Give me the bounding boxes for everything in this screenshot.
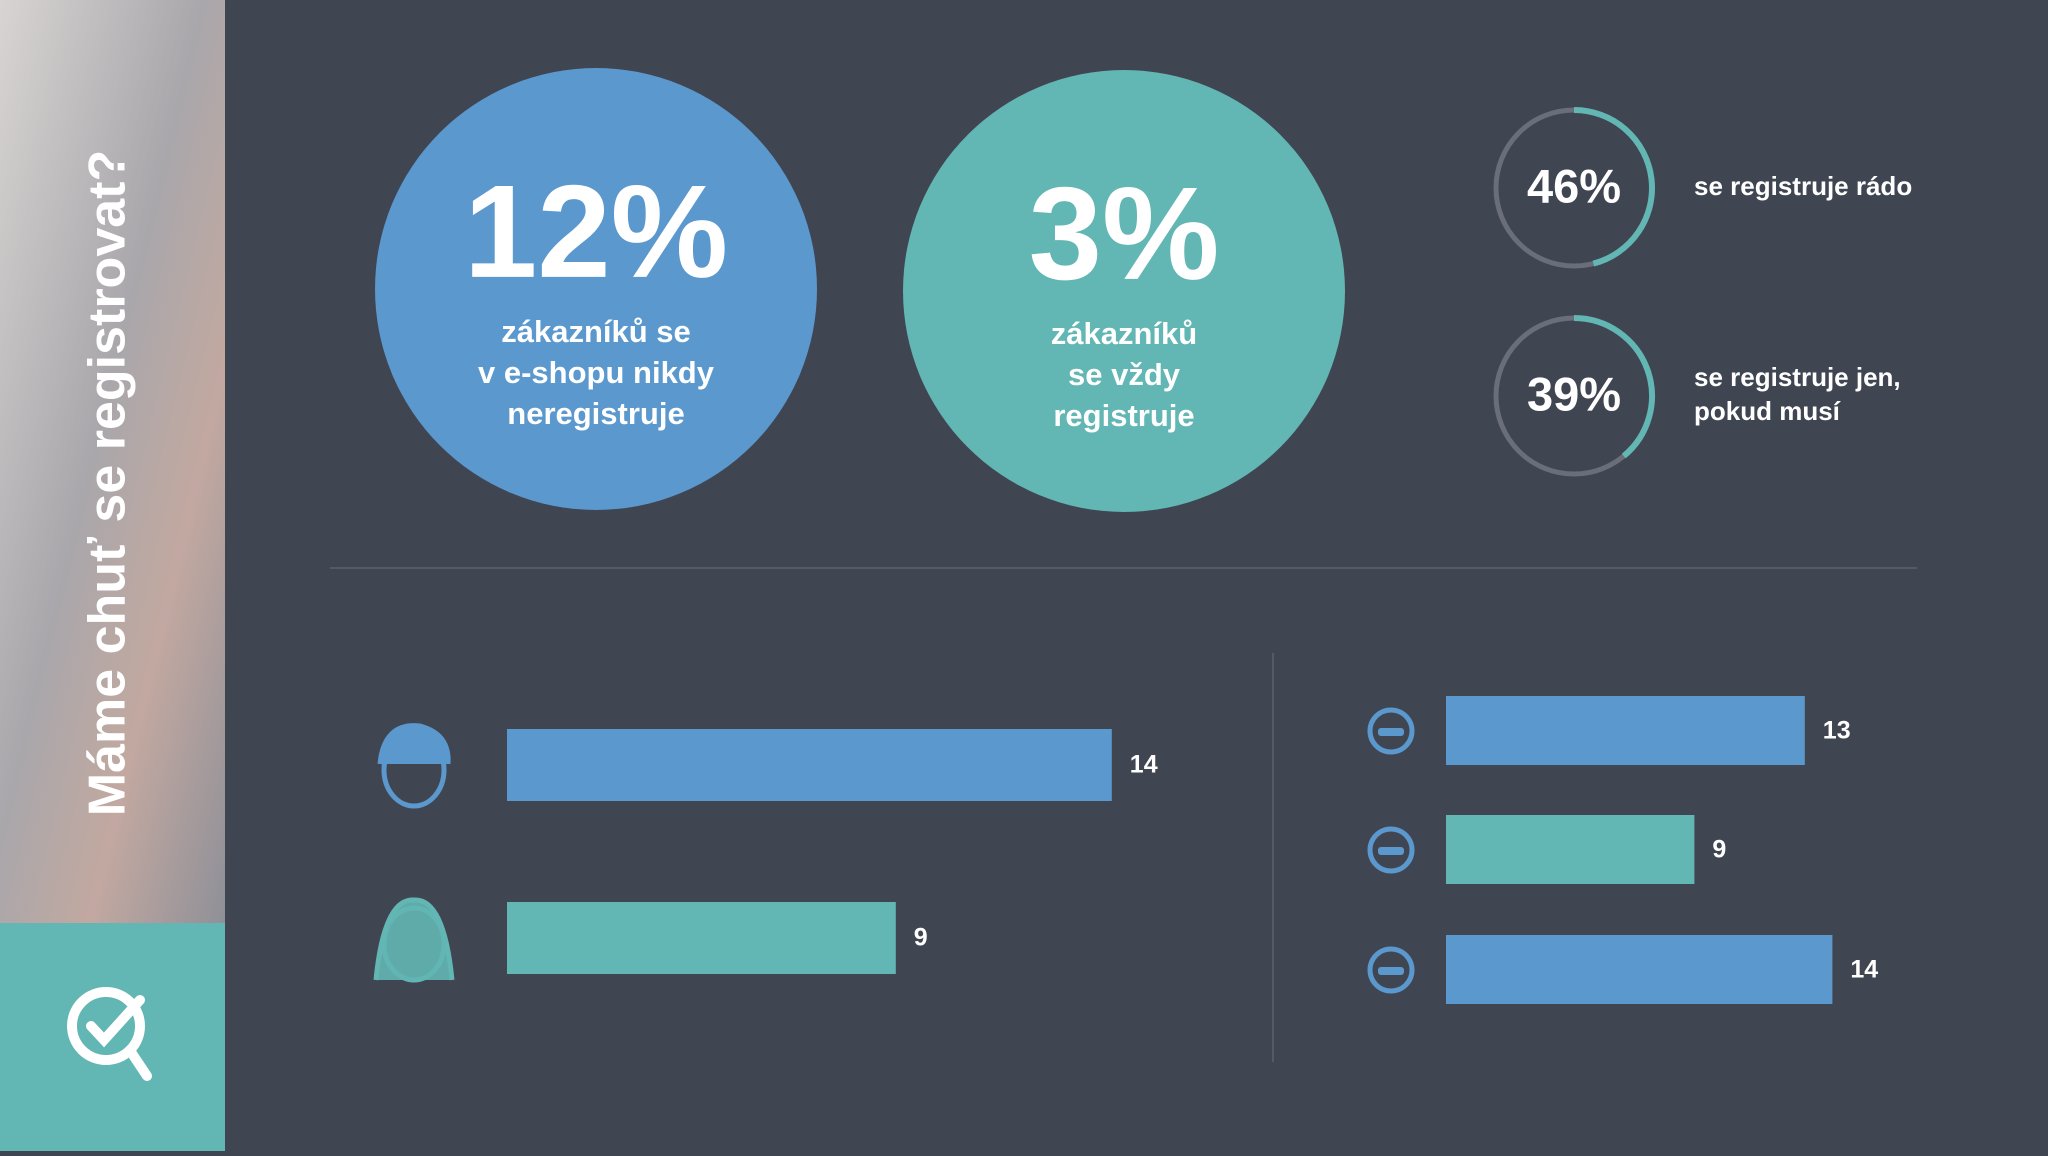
bar (1446, 696, 1805, 765)
ring-arc (1573, 315, 1655, 459)
stat-figure: 12% (464, 158, 728, 305)
ring-label: 46% (1527, 159, 1621, 212)
search-check-icon (67, 987, 152, 1081)
bar-value-label: 9 (914, 924, 928, 952)
stat-text: zákazníků se (501, 314, 691, 349)
bar-value-label: 14 (1850, 956, 1878, 984)
bar (1446, 935, 1833, 1004)
stat-text: se vždy (1068, 357, 1181, 392)
person-icon (377, 723, 451, 809)
icon-part (373, 897, 455, 981)
stat-text: neregistruje (507, 396, 684, 431)
age-icon (1367, 946, 1415, 994)
sidebar-photo (0, 0, 225, 923)
age-icon-glasses (1378, 847, 1404, 855)
age-icon-glasses (1378, 967, 1404, 975)
age-icon (1367, 707, 1415, 755)
bar-value-label: 14 (1130, 751, 1158, 779)
stat-circle (903, 70, 1345, 512)
stat-figure: 3% (1029, 160, 1220, 307)
age-icon (1367, 826, 1415, 874)
ring-label: 39% (1527, 367, 1621, 420)
stat-text: registruje (1053, 398, 1194, 433)
bar-value-label: 9 (1712, 836, 1726, 864)
ring-arc (1573, 107, 1655, 267)
bar-value-label: 13 (1823, 717, 1851, 745)
bar (1446, 815, 1695, 884)
icon-part (377, 723, 451, 765)
person-icon (373, 897, 455, 983)
age-icon-glasses (1378, 728, 1404, 736)
bar (507, 902, 896, 974)
bar (507, 729, 1112, 801)
stat-text: zákazníků (1051, 316, 1197, 351)
ring-text: se registruje jen, (1694, 362, 1901, 392)
stat-text: v e-shopu nikdy (478, 355, 715, 390)
ring-text: se registruje rádo (1694, 171, 1912, 201)
stat-circle (375, 68, 817, 510)
ring-text: pokud musí (1694, 396, 1841, 426)
sidebar-title: Máme chuť se registrovat? (79, 150, 137, 816)
